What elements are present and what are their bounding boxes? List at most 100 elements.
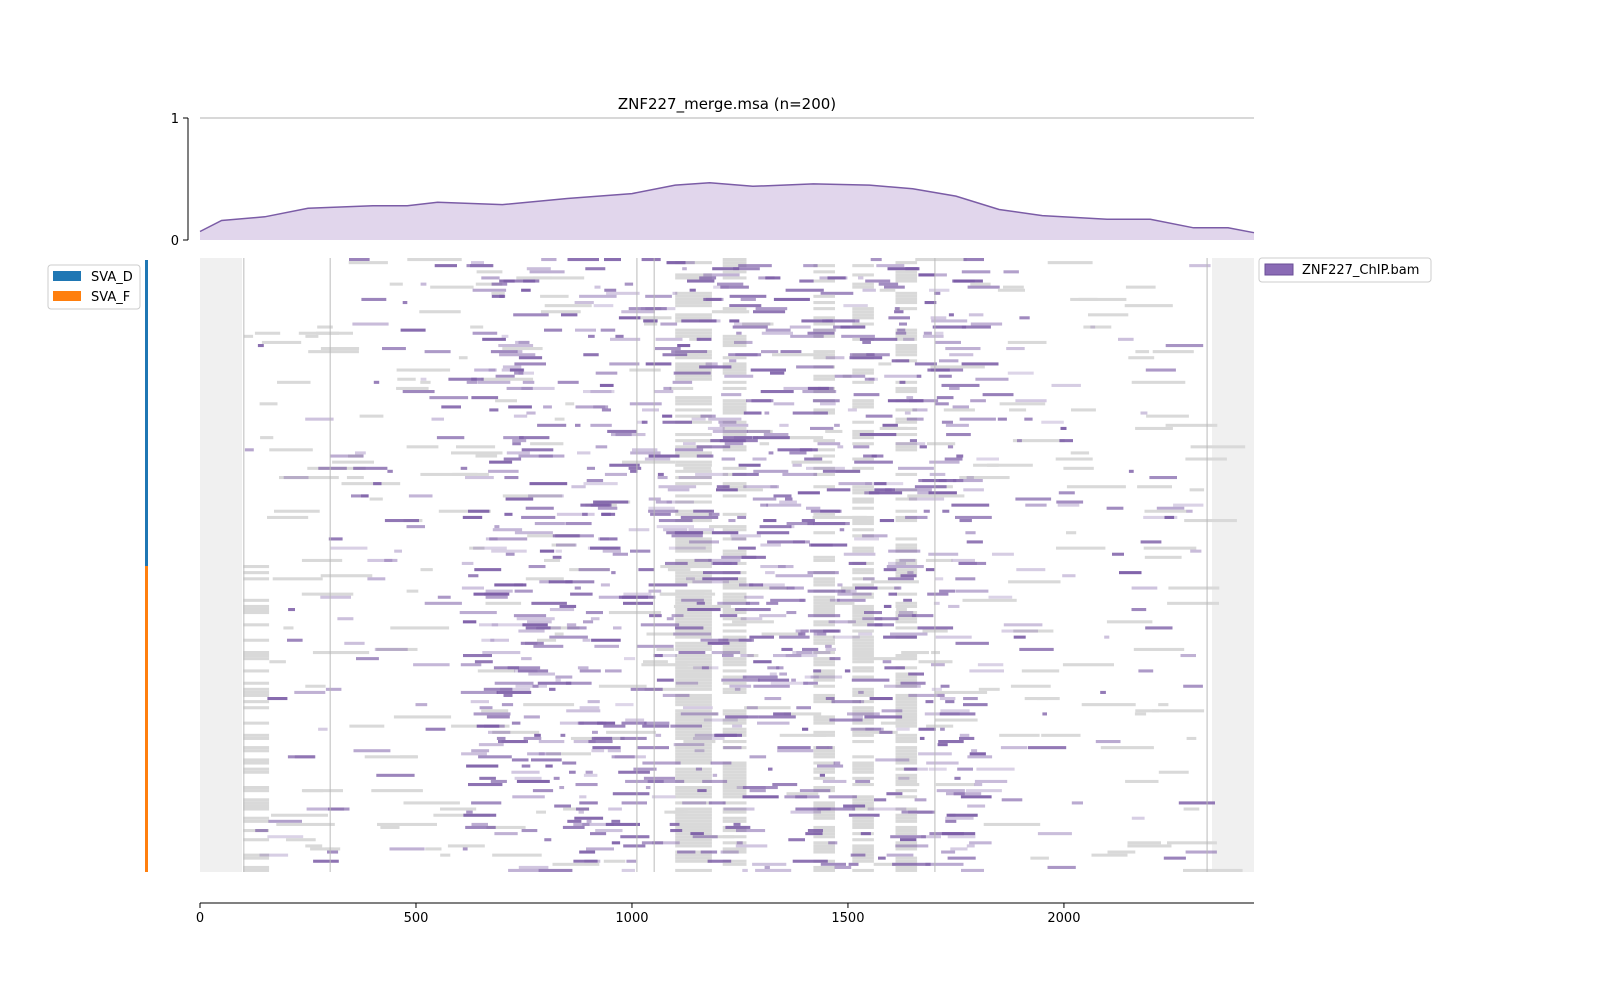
signal-segment — [940, 709, 970, 713]
gap-segment — [709, 525, 728, 529]
gap-segment — [852, 608, 874, 612]
signal-segment — [878, 282, 899, 286]
signal-segment — [687, 608, 721, 612]
gap-segment — [722, 337, 747, 341]
signal-segment — [468, 574, 479, 578]
gap-segment — [813, 672, 835, 676]
gap-segment — [722, 307, 747, 311]
signal-segment — [874, 617, 899, 621]
gap-column-line — [1206, 258, 1208, 872]
signal-segment — [461, 561, 474, 565]
signal-segment — [801, 319, 833, 323]
signal-segment — [935, 402, 949, 406]
signal-segment — [719, 614, 738, 618]
signal-segment — [1119, 571, 1142, 575]
signal-segment — [471, 749, 490, 753]
signal-segment — [874, 623, 894, 627]
gap-segment — [243, 571, 270, 575]
signal-segment — [518, 371, 534, 375]
gap-segment — [722, 660, 747, 664]
signal-segment — [859, 433, 897, 437]
signal-segment — [899, 380, 906, 384]
gap-segment — [641, 663, 688, 667]
signal-segment — [833, 761, 841, 765]
gap-segment — [786, 792, 819, 796]
gap-segment — [420, 568, 433, 572]
signal-segment — [473, 546, 507, 550]
signal-segment — [373, 482, 382, 486]
signal-segment — [729, 684, 752, 688]
signal-segment — [330, 454, 364, 458]
gap-segment — [380, 825, 400, 829]
gap-segment — [722, 773, 747, 777]
gap-segment — [675, 700, 712, 704]
signal-segment — [567, 819, 582, 823]
gap-segment — [895, 448, 918, 452]
gap-segment — [852, 273, 874, 277]
signal-segment — [313, 859, 339, 863]
signal-segment — [520, 641, 544, 645]
signal-segment — [544, 328, 563, 332]
gap-segment — [895, 420, 918, 424]
gap-segment — [852, 761, 874, 765]
gap-segment — [895, 537, 918, 541]
signal-segment — [441, 405, 461, 409]
signal-segment — [648, 509, 679, 513]
signal-segment — [927, 592, 949, 596]
signal-segment — [945, 700, 955, 704]
signal-segment — [928, 491, 957, 495]
signal-segment — [673, 371, 711, 375]
signal-segment — [831, 700, 861, 704]
signal-segment — [738, 264, 772, 268]
signal-segment — [977, 663, 1004, 667]
signal-segment — [865, 279, 891, 283]
signal-segment — [966, 540, 983, 544]
gap-segment — [1124, 304, 1173, 308]
gap-segment — [813, 408, 835, 412]
signal-segment — [788, 838, 805, 842]
gap-segment — [813, 684, 835, 688]
signal-segment — [699, 276, 717, 280]
signal-segment — [514, 669, 538, 673]
gap-segment — [269, 448, 313, 452]
gap-segment — [675, 758, 712, 762]
gap-segment — [852, 307, 874, 311]
signal-segment — [672, 291, 678, 295]
signal-segment — [711, 651, 741, 655]
signal-segment — [1016, 568, 1046, 572]
signal-segment — [864, 715, 903, 719]
signal-segment — [692, 835, 718, 839]
gap-segment — [852, 528, 874, 532]
gap-segment — [675, 663, 712, 667]
gap-segment — [852, 420, 874, 424]
signal-segment — [633, 767, 657, 771]
signal-segment — [733, 822, 741, 826]
gap-segment — [1135, 350, 1150, 354]
gap-segment — [722, 485, 747, 489]
signal-segment — [967, 804, 986, 808]
signal-segment — [738, 638, 754, 642]
gap-segment — [852, 442, 874, 446]
gap-segment — [813, 718, 835, 722]
gap-segment — [1007, 340, 1047, 344]
signal-segment — [707, 859, 732, 863]
gap-segment — [565, 402, 575, 406]
signal-segment — [320, 595, 351, 599]
signal-segment — [602, 549, 621, 553]
gap-segment — [813, 693, 835, 697]
signal-segment — [415, 703, 428, 707]
gap-segment — [852, 795, 874, 799]
gap-segment — [675, 356, 712, 360]
signal-segment — [874, 798, 887, 802]
signal-segment — [662, 353, 688, 357]
signal-segment — [611, 819, 621, 823]
signal-segment — [555, 549, 562, 553]
gap-segment — [825, 429, 843, 433]
gap-segment — [983, 822, 1041, 826]
signal-segment — [590, 390, 612, 394]
signal-segment — [976, 457, 999, 461]
gap-segment — [813, 641, 835, 645]
signal-segment — [503, 279, 540, 283]
gap-segment — [675, 868, 712, 872]
gap-segment — [895, 654, 918, 658]
